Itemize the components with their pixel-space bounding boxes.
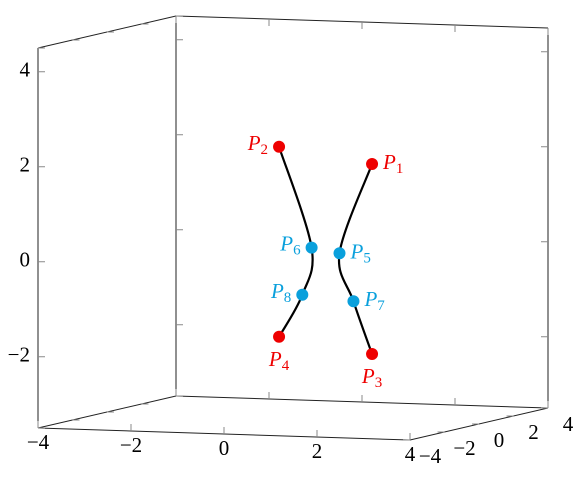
label-main: P bbox=[279, 231, 293, 255]
point-label: P4 bbox=[268, 347, 290, 375]
label-main: P bbox=[247, 131, 261, 155]
label-sub: 4 bbox=[282, 358, 290, 374]
point-label: P3 bbox=[361, 364, 382, 392]
label-main: P bbox=[268, 347, 282, 371]
label-sub: 2 bbox=[261, 142, 269, 158]
label-main: P bbox=[363, 287, 377, 311]
label-sub: 8 bbox=[284, 290, 292, 306]
y-tick-label: 0 bbox=[494, 428, 505, 452]
point bbox=[333, 247, 346, 260]
point bbox=[273, 140, 286, 153]
z-tick-label: 2 bbox=[20, 153, 31, 177]
label-sub: 7 bbox=[377, 299, 385, 315]
z-tick-label: 4 bbox=[20, 58, 31, 82]
label-main: P bbox=[270, 279, 284, 303]
label-main: P bbox=[350, 239, 364, 263]
label-sub: 3 bbox=[375, 375, 383, 391]
z-tick-label: 0 bbox=[20, 248, 31, 272]
point-label: P5 bbox=[350, 239, 371, 267]
z-tick-label: −2 bbox=[8, 343, 30, 367]
x-tick-label: 2 bbox=[312, 439, 323, 463]
point bbox=[296, 288, 309, 301]
curve bbox=[278, 146, 314, 338]
point bbox=[366, 348, 379, 361]
point bbox=[273, 330, 286, 343]
label-sub: 5 bbox=[363, 251, 371, 267]
point-label: P7 bbox=[363, 287, 385, 315]
x-tick-label: 4 bbox=[405, 442, 416, 466]
point-label: P2 bbox=[247, 131, 268, 159]
label-sub: 1 bbox=[396, 161, 404, 177]
point-label: P8 bbox=[270, 279, 291, 307]
point-label: P1 bbox=[382, 150, 403, 178]
label-main: P bbox=[382, 150, 396, 174]
y-tick-label: −2 bbox=[453, 436, 475, 460]
y-tick-label: 2 bbox=[528, 420, 539, 444]
y-tick-label: −4 bbox=[419, 444, 442, 468]
point bbox=[347, 295, 360, 308]
x-tick-label: 0 bbox=[219, 436, 230, 460]
point-label: P6 bbox=[279, 231, 301, 259]
x-tick-label: −2 bbox=[120, 433, 142, 457]
x-tick-label: −4 bbox=[27, 430, 50, 454]
y-tick-label: 4 bbox=[563, 412, 574, 436]
label-sub: 6 bbox=[293, 243, 301, 259]
curve bbox=[337, 163, 374, 355]
label-main: P bbox=[361, 364, 375, 388]
point bbox=[305, 241, 318, 254]
point bbox=[366, 158, 379, 171]
